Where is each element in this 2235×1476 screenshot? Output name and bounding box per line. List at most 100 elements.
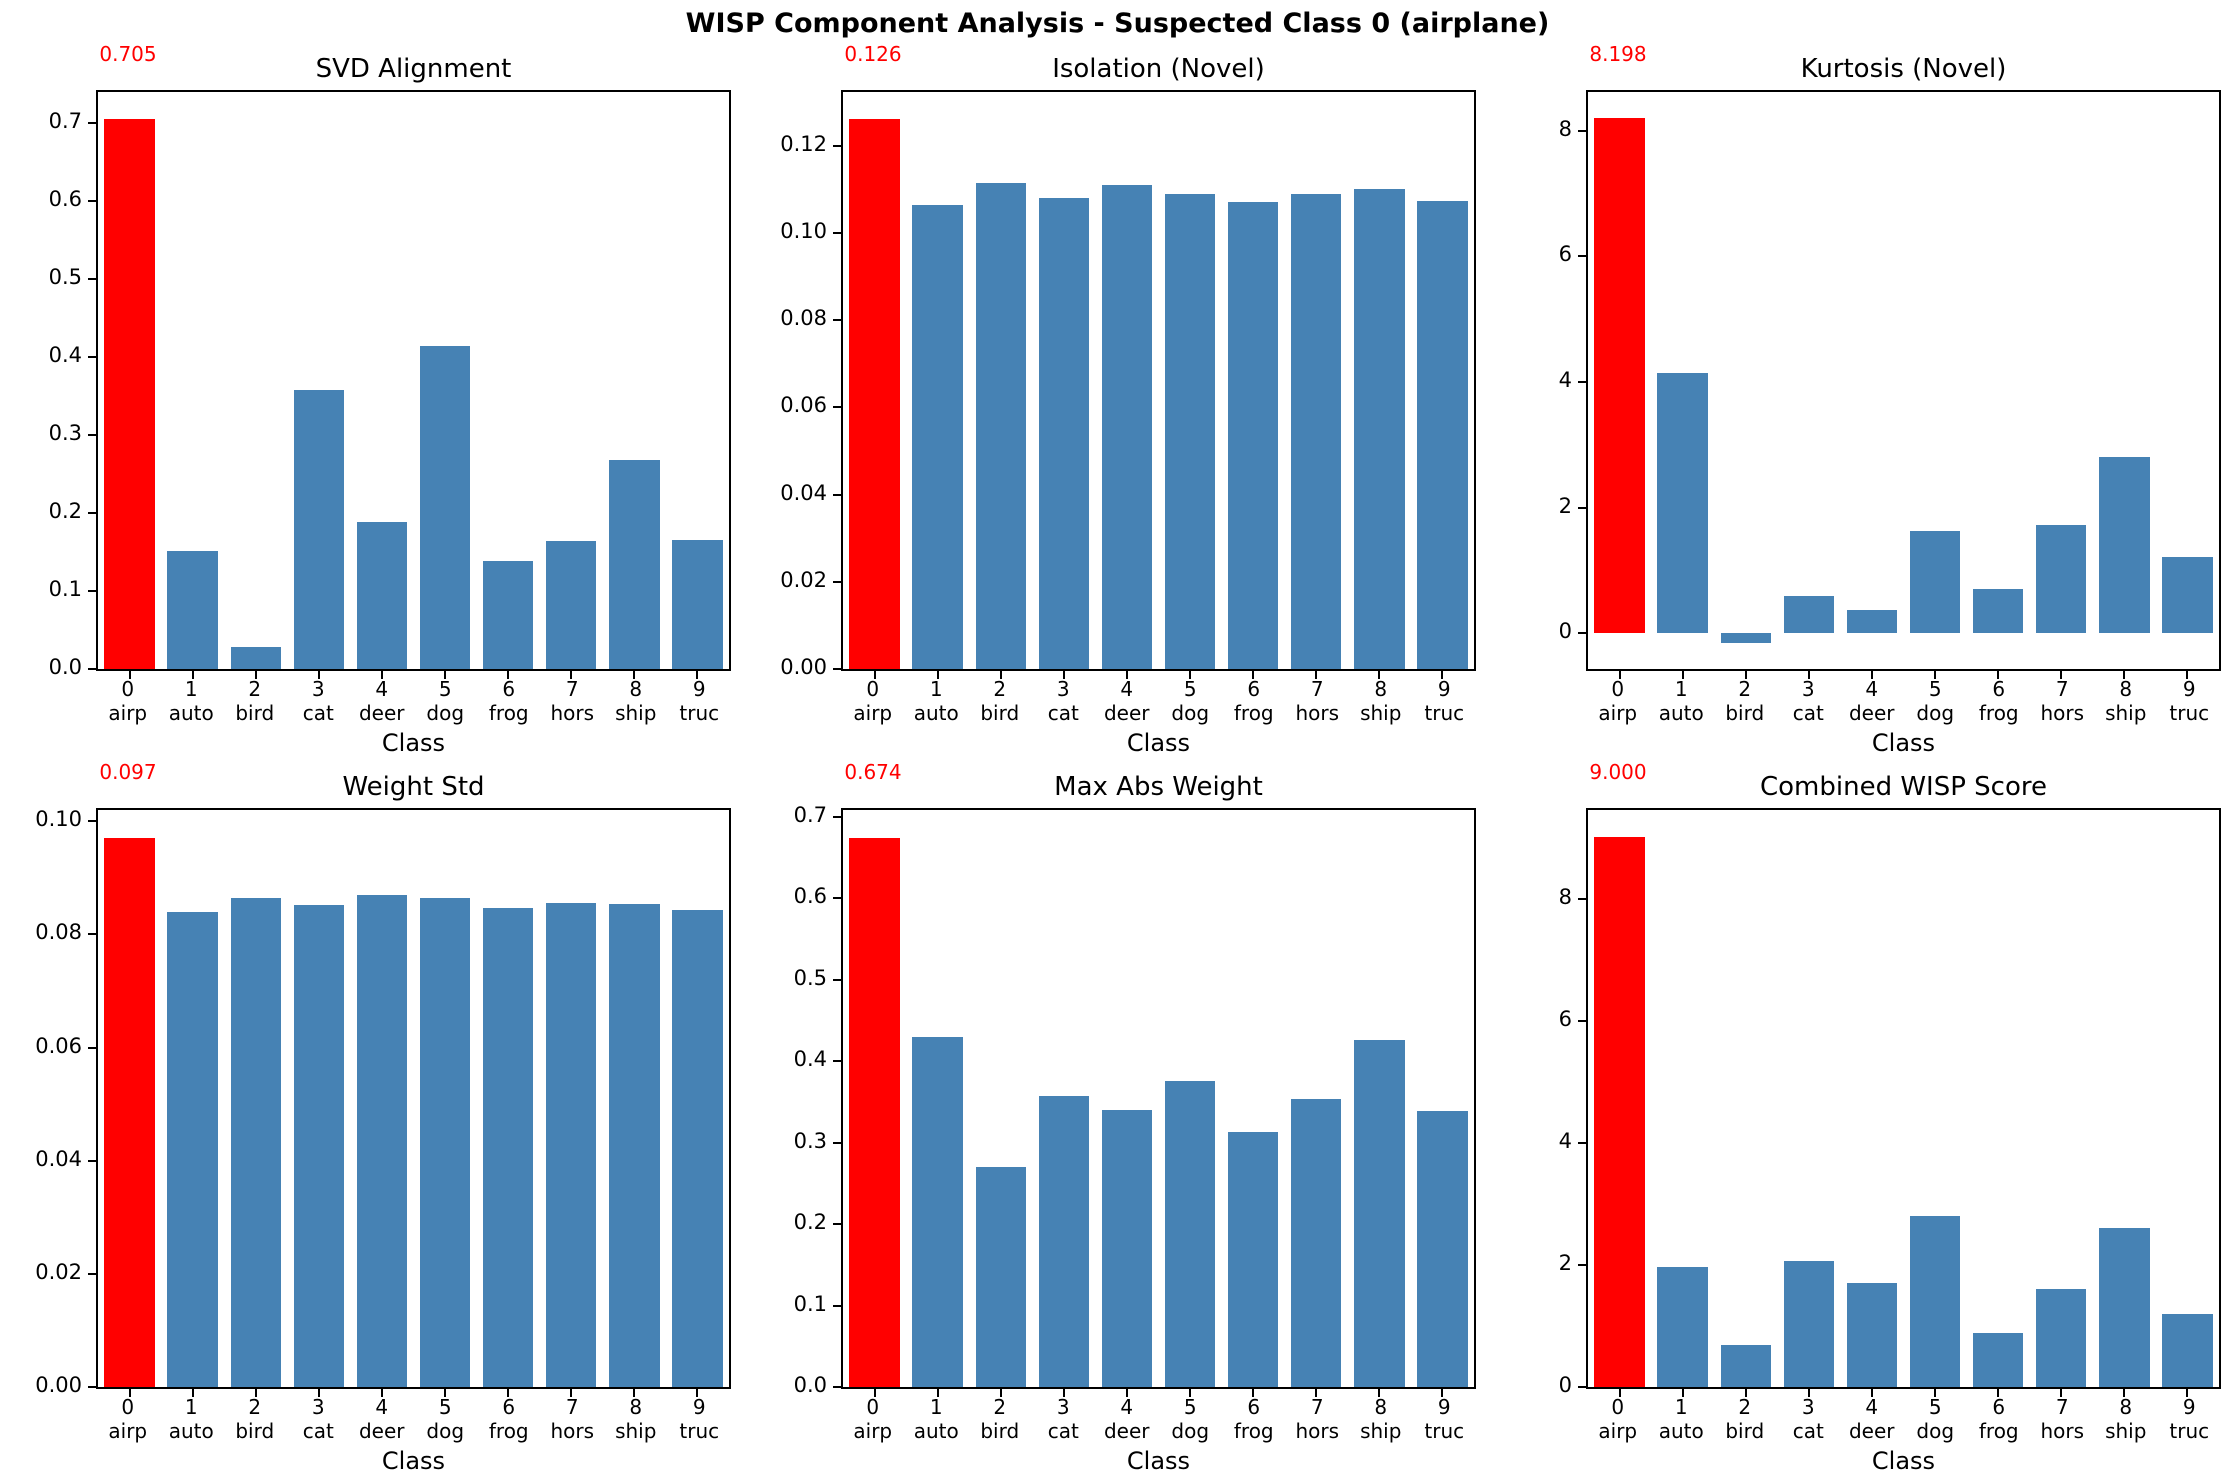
ytick-label: 0.0 xyxy=(793,1373,827,1397)
bar-ship xyxy=(1354,189,1405,669)
xtick-mark xyxy=(2186,1389,2189,1397)
ytick-label: 0.2 xyxy=(793,1210,827,1234)
bar-hors xyxy=(546,903,597,1387)
x-axis-labels: 0 airp 1 auto 2 bird 3 cat 4 deer 5 dog 6 frog 7 hors 8 s… xyxy=(841,671,1476,727)
bar-hors xyxy=(1291,193,1342,669)
xtick-mark xyxy=(999,1389,1002,1397)
ytick-label: 0.00 xyxy=(35,1373,82,1397)
bar-auto xyxy=(167,911,218,1387)
ytick-label: 0.04 xyxy=(780,480,827,505)
xtick-label: 2 bird xyxy=(235,677,275,725)
bar-bird xyxy=(230,898,281,1387)
x-axis-labels: 0 airp 1 auto 2 bird 3 cat 4 deer 5 dog 6 frog 7 hors 8 s… xyxy=(1586,1389,2221,1445)
xtick-label: 4 deer xyxy=(358,1395,405,1443)
subplot-header: 0.126 Isolation (Novel) xyxy=(769,40,1476,90)
ytick-mark xyxy=(1578,1263,1586,1266)
subplot-kurtosis-novel: 8.198 Kurtosis (Novel) 0 2 4 6 8 0 airp 1 auto 2… xyxy=(1490,40,2235,758)
xtick-mark xyxy=(2123,671,2126,679)
xtick-mark xyxy=(191,671,194,679)
x-axis-labels: 0 airp 1 auto 2 bird 3 cat 4 deer 5 dog 6 frog 7 hors 8 s… xyxy=(1586,671,2221,727)
xtick-label: 6 frog xyxy=(1978,677,2019,725)
subplot-header: 0.674 Max Abs Weight xyxy=(769,758,1476,808)
xtick-label: 0 airp xyxy=(1598,677,1638,725)
ytick-label: 0 xyxy=(1558,1373,1572,1397)
bar-dog xyxy=(1164,193,1216,669)
ytick-mark xyxy=(833,231,841,234)
xtick-label: 3 cat xyxy=(1047,1395,1079,1443)
highlight-value-annotation: 9.000 xyxy=(1589,760,1647,784)
ytick-mark xyxy=(88,512,96,515)
ytick-label: 0.00 xyxy=(780,655,827,679)
subplot-isolation-novel: 0.126 Isolation (Novel) 0.00 0.02 0.04 0.06… xyxy=(745,40,1490,758)
ytick-mark xyxy=(833,815,841,818)
highlight-value-annotation: 0.705 xyxy=(99,42,157,66)
xtick-mark xyxy=(1125,1389,1128,1397)
bar-hors xyxy=(546,541,597,669)
ytick-mark xyxy=(88,122,96,125)
xtick-label: 5 dog xyxy=(426,677,465,725)
xtick-mark xyxy=(570,1389,573,1397)
ytick-mark xyxy=(88,590,96,593)
bar-ship xyxy=(1354,1039,1405,1387)
ytick-label: 4 xyxy=(1558,1128,1572,1153)
ytick-label: 4 xyxy=(1558,368,1572,393)
ytick-mark xyxy=(88,933,96,936)
bar-frog xyxy=(1227,202,1279,669)
ytick-mark xyxy=(833,1060,841,1062)
ytick-mark xyxy=(1578,632,1586,635)
ytick-label: 0.2 xyxy=(48,499,82,524)
bar-deer xyxy=(1846,609,1898,634)
plot-area: 0.0 0.1 0.2 0.3 0.4 0.5 0.6 0.7 0 airp 1 auto 2 bird… xyxy=(24,90,731,727)
subplot-header: 0.097 Weight Std xyxy=(24,758,731,808)
xtick-label: 2 bird xyxy=(1725,1395,1765,1443)
xtick-mark xyxy=(191,1389,194,1397)
xtick-mark xyxy=(2060,671,2063,679)
bar-cat xyxy=(1783,595,1835,634)
subplot-svd-alignment: 0.705 SVD Alignment 0.0 0.1 0.2 0.3 0.4 0.5 0.… xyxy=(0,40,745,758)
ytick-label: 0.7 xyxy=(48,109,82,134)
bar-airp xyxy=(104,119,155,669)
xtick-label: 0 airp xyxy=(108,677,148,725)
ytick-label: 0.5 xyxy=(793,965,827,990)
ytick-mark xyxy=(833,144,841,147)
y-axis-labels: 0 2 4 6 8 xyxy=(1514,808,1586,1397)
subplot-title: Kurtosis (Novel) xyxy=(1800,54,2007,84)
bar-cat xyxy=(1783,1260,1835,1387)
subplot-title: Weight Std xyxy=(342,772,485,802)
xtick-label: 2 bird xyxy=(1725,677,1765,725)
x-axis-title: Class xyxy=(1126,1447,1191,1475)
subplot-header: 0.705 SVD Alignment xyxy=(24,40,731,90)
xtick-mark xyxy=(1378,1389,1381,1397)
xtick-mark xyxy=(317,1389,320,1397)
bar-deer xyxy=(356,522,408,669)
bar-frog xyxy=(482,561,534,669)
xtick-label: 5 dog xyxy=(1916,677,1955,725)
ytick-mark xyxy=(833,1141,841,1144)
xtick-mark xyxy=(1934,1389,1937,1397)
plot-area: 0 2 4 6 8 0 airp 1 auto 2 bird 3 cat 4 deer 5 dog 6 frog 7… xyxy=(1514,90,2221,727)
bar-hors xyxy=(2036,1288,2087,1387)
xtick-mark xyxy=(254,1389,257,1397)
ytick-label: 2 xyxy=(1558,1250,1572,1275)
x-axis-title: Class xyxy=(381,729,446,757)
ytick-label: 0.12 xyxy=(780,131,827,156)
xtick-label: 4 deer xyxy=(358,677,405,725)
bar-cat xyxy=(293,905,345,1387)
ytick-label: 0.6 xyxy=(48,187,82,212)
xtick-label: 6 frog xyxy=(488,677,529,725)
ytick-mark xyxy=(833,406,841,409)
ytick-label: 8 xyxy=(1558,884,1572,909)
xtick-label: 2 bird xyxy=(980,677,1020,725)
bar-hors xyxy=(1291,1099,1342,1387)
ytick-label: 0.3 xyxy=(48,421,82,446)
ytick-mark xyxy=(88,278,96,281)
bar-airp xyxy=(849,837,900,1387)
y-axis-labels: 0.00 0.02 0.04 0.06 0.08 0.10 0.12 xyxy=(769,90,841,679)
bar-ship xyxy=(2099,457,2150,634)
xtick-mark xyxy=(128,1389,131,1397)
xtick-mark xyxy=(1062,1389,1065,1397)
xtick-mark xyxy=(1252,671,1255,679)
highlight-value-annotation: 8.198 xyxy=(1589,42,1647,66)
ytick-mark xyxy=(833,580,841,583)
